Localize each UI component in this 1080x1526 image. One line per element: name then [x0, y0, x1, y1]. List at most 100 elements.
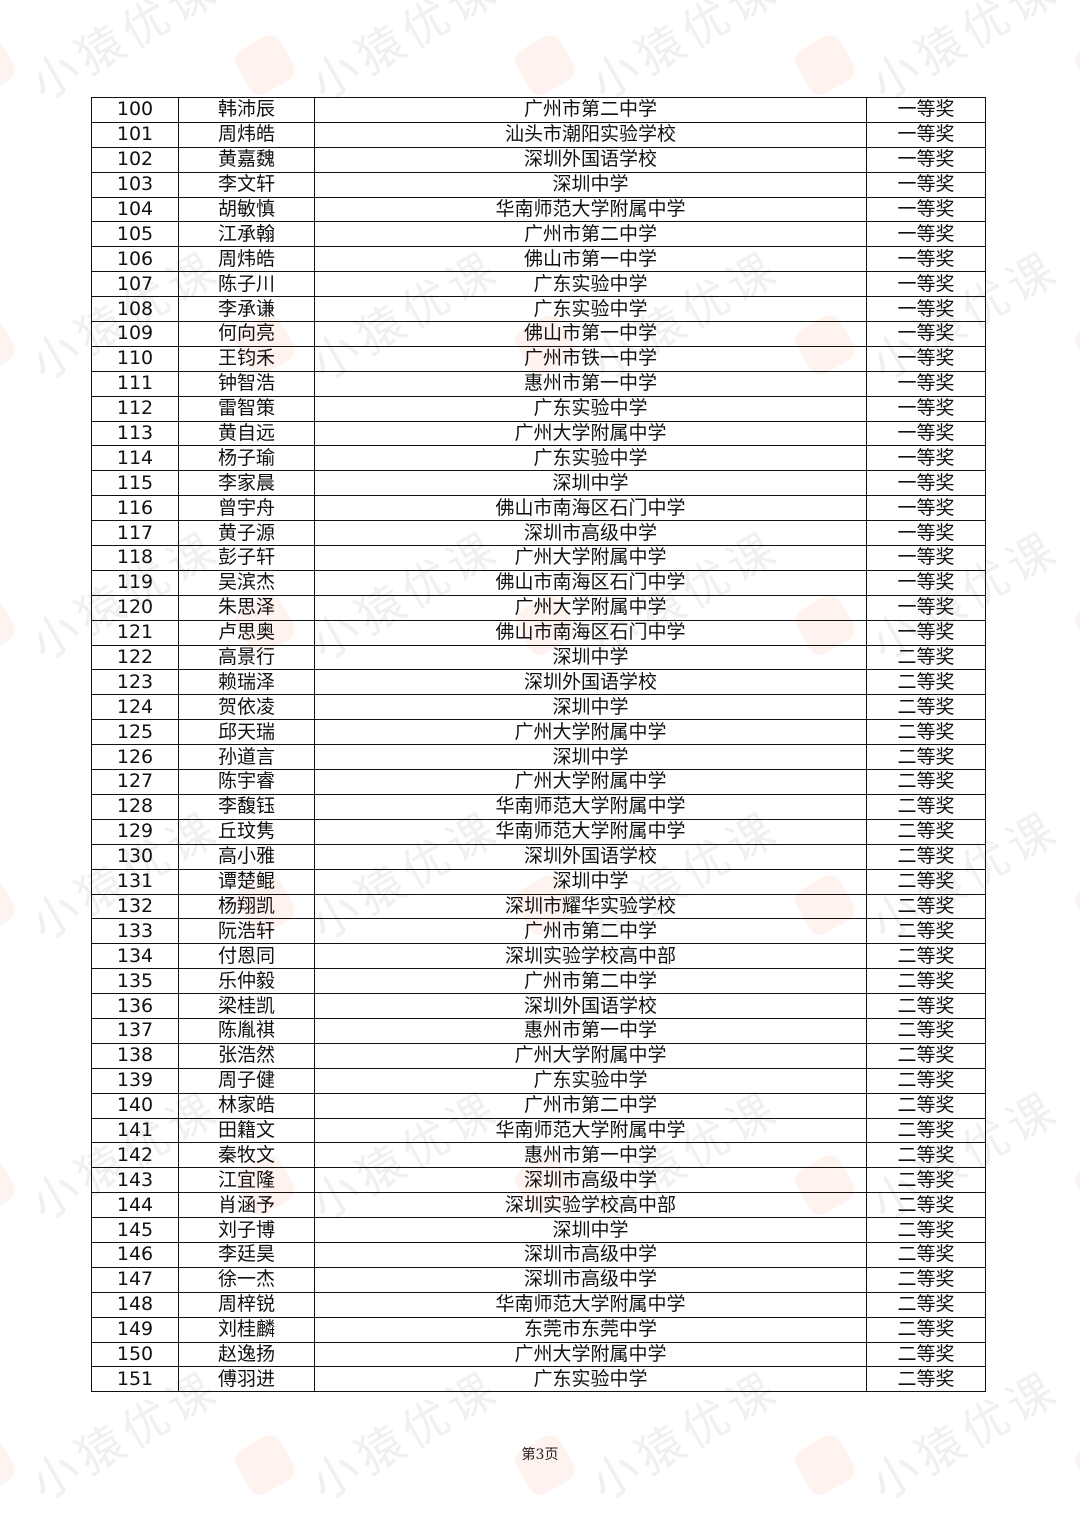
name-cell: 黄嘉魏	[178, 146, 315, 173]
school-cell: 广东实验中学	[314, 1366, 867, 1393]
table-row: 144 肖涵予 深圳实验学校高中部 二等奖	[91, 1192, 986, 1219]
award-cell: 一等奖	[866, 420, 986, 447]
school-cell: 东莞市东莞中学	[314, 1316, 867, 1343]
name-cell: 谭楚鲲	[178, 868, 315, 895]
rank-cell: 129	[91, 818, 179, 845]
name-cell: 陈子川	[178, 271, 315, 298]
award-cell: 二等奖	[866, 1192, 986, 1219]
table-row: 146 李廷昊 深圳市高级中学 二等奖	[91, 1241, 986, 1268]
school-cell: 深圳市耀华实验学校	[314, 893, 867, 920]
table-row: 118 彭子轩 广州大学附属中学 一等奖	[91, 545, 986, 571]
rank-cell: 126	[91, 744, 179, 771]
table-row: 109 何向亮 佛山市第一中学 一等奖	[91, 321, 986, 347]
name-cell: 黄自远	[178, 420, 315, 447]
school-cell: 佛山市南海区石门中学	[314, 619, 867, 646]
rank-cell: 147	[91, 1266, 179, 1293]
table-row: 119 吴滨杰 佛山市南海区石门中学 一等奖	[91, 569, 986, 596]
award-cell: 二等奖	[866, 744, 986, 771]
table-row: 116 曾宇舟 佛山市南海区石门中学 一等奖	[91, 495, 986, 522]
rank-cell: 121	[91, 619, 179, 646]
table-row: 134 付恩同 深圳实验学校高中部 二等奖	[91, 943, 986, 970]
table-row: 117 黄子源 深圳市高级中学 一等奖	[91, 520, 986, 547]
award-cell: 一等奖	[866, 470, 986, 497]
rank-cell: 106	[91, 246, 179, 273]
table-row: 113 黄自远 广州大学附属中学 一等奖	[91, 420, 986, 447]
name-cell: 黄子源	[178, 520, 315, 547]
rank-cell: 145	[91, 1217, 179, 1243]
rank-cell: 110	[91, 345, 179, 372]
award-cell: 二等奖	[866, 1167, 986, 1194]
rank-cell: 102	[91, 146, 179, 173]
rank-cell: 109	[91, 321, 179, 347]
name-cell: 高小雅	[178, 843, 315, 870]
rank-cell: 115	[91, 470, 179, 497]
table-row: 132 杨翔凯 深圳市耀华实验学校 二等奖	[91, 893, 986, 920]
name-cell: 高景行	[178, 644, 315, 671]
name-cell: 肖涵予	[178, 1192, 315, 1219]
name-cell: 吴滨杰	[178, 569, 315, 596]
school-cell: 广州市第二中学	[314, 918, 867, 945]
school-cell: 广州市第二中学	[314, 968, 867, 995]
rank-cell: 149	[91, 1316, 179, 1343]
school-cell: 广州大学附属中学	[314, 769, 867, 795]
award-cell: 二等奖	[866, 1366, 986, 1393]
award-cell: 一等奖	[866, 545, 986, 571]
table-row: 139 周子健 广东实验中学 二等奖	[91, 1067, 986, 1094]
award-cell: 二等奖	[866, 1092, 986, 1119]
rank-cell: 103	[91, 171, 179, 198]
rank-cell: 111	[91, 370, 179, 397]
award-cell: 一等奖	[866, 569, 986, 596]
watermark-logo-icon	[230, 30, 300, 100]
award-cell: 二等奖	[866, 669, 986, 696]
school-cell: 广州大学附属中学	[314, 545, 867, 571]
school-cell: 佛山市第一中学	[314, 246, 867, 273]
school-cell: 广东实验中学	[314, 1067, 867, 1094]
school-cell: 广州市第二中学	[314, 97, 867, 123]
rank-cell: 104	[91, 196, 179, 223]
rank-cell: 116	[91, 495, 179, 522]
school-cell: 佛山市南海区石门中学	[314, 495, 867, 522]
rank-cell: 119	[91, 569, 179, 596]
name-cell: 陈胤祺	[178, 1017, 315, 1044]
rank-cell: 136	[91, 993, 179, 1019]
table-row: 122 高景行 深圳中学 二等奖	[91, 644, 986, 671]
school-cell: 深圳中学	[314, 744, 867, 771]
name-cell: 贺依凌	[178, 694, 315, 721]
name-cell: 徐一杰	[178, 1266, 315, 1293]
school-cell: 广州市第二中学	[314, 1092, 867, 1119]
rank-cell: 133	[91, 918, 179, 945]
table-row: 149 刘桂麟 东莞市东莞中学 二等奖	[91, 1316, 986, 1343]
rank-cell: 143	[91, 1167, 179, 1194]
school-cell: 广州大学附属中学	[314, 1042, 867, 1069]
name-cell: 雷智策	[178, 395, 315, 422]
name-cell: 田籍文	[178, 1117, 315, 1144]
name-cell: 江承翰	[178, 221, 315, 248]
name-cell: 赖瑞泽	[178, 669, 315, 696]
name-cell: 李馥钰	[178, 793, 315, 820]
school-cell: 深圳中学	[314, 644, 867, 671]
watermark-logo-icon	[1070, 590, 1080, 660]
name-cell: 乐仲毅	[178, 968, 315, 995]
rank-cell: 100	[91, 97, 179, 123]
name-cell: 刘子博	[178, 1217, 315, 1243]
award-cell: 二等奖	[866, 968, 986, 995]
school-cell: 广东实验中学	[314, 445, 867, 472]
award-cell: 一等奖	[866, 296, 986, 323]
school-cell: 深圳市高级中学	[314, 1266, 867, 1293]
award-cell: 一等奖	[866, 520, 986, 547]
name-cell: 邱天瑞	[178, 719, 315, 746]
school-cell: 深圳实验学校高中部	[314, 1192, 867, 1219]
award-cell: 二等奖	[866, 1341, 986, 1368]
name-cell: 胡敏慎	[178, 196, 315, 223]
school-cell: 华南师范大学附属中学	[314, 1117, 867, 1144]
watermark-logo-icon	[790, 30, 860, 100]
award-cell: 二等奖	[866, 1142, 986, 1169]
table-row: 130 高小雅 深圳外国语学校 二等奖	[91, 843, 986, 870]
table-row: 104 胡敏慎 华南师范大学附属中学 一等奖	[91, 196, 986, 223]
school-cell: 汕头市潮阳实验学校	[314, 121, 867, 148]
school-cell: 深圳外国语学校	[314, 146, 867, 173]
table-row: 107 陈子川 广东实验中学 一等奖	[91, 271, 986, 298]
name-cell: 卢思奥	[178, 619, 315, 646]
watermark-logo-icon	[510, 30, 580, 100]
rank-cell: 146	[91, 1241, 179, 1268]
